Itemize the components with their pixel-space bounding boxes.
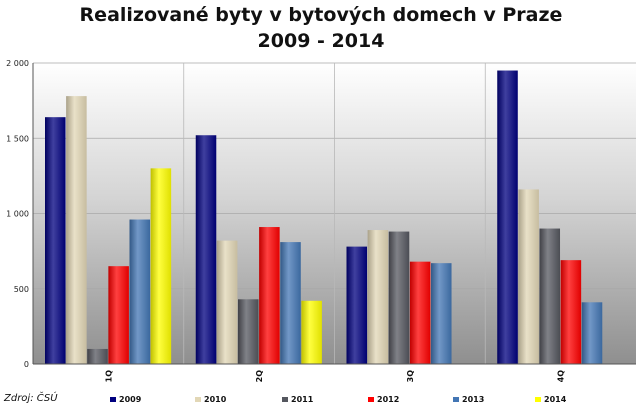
legend-swatch [195, 397, 201, 402]
bar-2013-1Q [129, 219, 151, 364]
legend-label: 2010 [204, 395, 227, 404]
chart-title-line1: Realizované byty v bytových domech v Pra… [79, 4, 563, 26]
legend-swatch [282, 397, 288, 402]
legend-item-2009: 2009 [110, 395, 141, 404]
bar-2013-3Q [431, 263, 452, 364]
bar-2009-4Q [497, 70, 518, 365]
legend-swatch [453, 397, 459, 402]
y-tick-label: 0 [24, 360, 29, 369]
legend-swatch [368, 397, 374, 402]
legend-label: 2013 [462, 395, 485, 404]
bar-2013-4Q [581, 302, 603, 364]
chart-title: Realizované byty v bytových domech v Pra… [0, 2, 642, 54]
legend-label: 2014 [544, 395, 567, 404]
bar-2012-2Q [259, 227, 280, 364]
bar-2012-4Q [560, 260, 582, 364]
bar-2011-4Q [539, 228, 561, 364]
y-tick-label: 2 000 [6, 59, 29, 68]
bar-2012-1Q [108, 266, 129, 364]
bar-2014-1Q [150, 168, 172, 364]
y-tick-label: 500 [14, 285, 29, 294]
legend-label: 2011 [291, 395, 314, 404]
x-tick-label: 2Q [255, 370, 264, 383]
legend-swatch [535, 397, 541, 402]
legend-item-2010: 2010 [195, 395, 226, 404]
legend-item-2011: 2011 [282, 395, 313, 404]
bar-2010-1Q [66, 96, 87, 365]
legend-label: 2009 [119, 395, 142, 404]
bar-2010-3Q [367, 230, 389, 364]
bar-2009-1Q [45, 117, 66, 365]
legend-swatch [110, 397, 116, 402]
x-tick-label: 3Q [406, 370, 415, 383]
legend-item-2012: 2012 [368, 395, 399, 404]
bar-2012-3Q [409, 261, 431, 364]
y-tick-label: 1 500 [6, 134, 29, 143]
y-tick-label: 1 000 [6, 210, 29, 219]
bar-2014-2Q [301, 300, 322, 364]
x-tick-label: 4Q [557, 370, 566, 383]
bar-2010-4Q [518, 189, 539, 364]
chart-title-line2: 2009 - 2014 [257, 30, 385, 52]
source-label: Zdroj: ČSÚ [4, 393, 58, 404]
legend-label: 2012 [377, 395, 400, 404]
bar-2009-3Q [346, 246, 368, 364]
bar-2011-2Q [238, 299, 259, 364]
bar-2011-3Q [388, 231, 410, 364]
bar-2010-2Q [216, 240, 238, 364]
legend-item-2013: 2013 [453, 395, 484, 404]
bar-2009-2Q [195, 135, 217, 364]
x-tick-label: 1Q [104, 370, 113, 383]
bar-2011-1Q [87, 348, 108, 364]
legend-item-2014: 2014 [535, 395, 566, 404]
bar-2013-2Q [280, 242, 301, 364]
